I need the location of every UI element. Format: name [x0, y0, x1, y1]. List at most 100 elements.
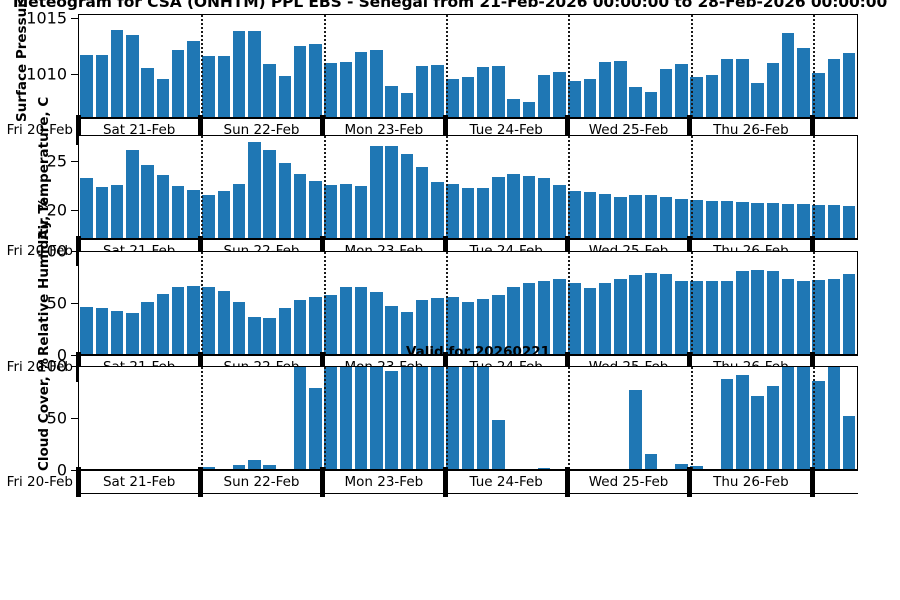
bar [476, 298, 490, 354]
bar [797, 203, 810, 238]
day-separator-line [568, 15, 571, 117]
bar [675, 281, 688, 354]
bar [263, 149, 276, 238]
day-separator-line [201, 136, 204, 238]
x-axis-days-panel1: Sat 21-Feb Sun 22-Feb Mon 23-Feb Tue 24-Feb… [7, 115, 858, 145]
bar [232, 464, 246, 469]
bar [598, 193, 612, 238]
day-separator-line [813, 136, 816, 238]
x-axis-day-label: Sat 21-Feb [75, 467, 200, 497]
bar [339, 367, 353, 469]
bar [629, 274, 642, 354]
day-boundary-marker [564, 115, 570, 145]
bar [827, 279, 841, 354]
bar [110, 185, 124, 238]
bar [248, 316, 261, 354]
bar [278, 308, 292, 354]
bar [431, 367, 444, 469]
y-axis-label-cloud-cover: Cloud Cover, % [36, 358, 52, 471]
day-separator-line [813, 15, 816, 117]
bar [736, 201, 749, 238]
bar [720, 59, 734, 117]
day-separator-line [446, 367, 449, 469]
bar [812, 380, 825, 469]
bar [232, 302, 246, 354]
bar [248, 30, 261, 117]
bar [690, 77, 703, 117]
bar [751, 269, 764, 354]
bar [781, 203, 795, 238]
bar [736, 375, 749, 469]
x-axis-day-label: Sun 22-Feb [197, 115, 322, 145]
day-separator-line [446, 252, 449, 354]
bar [202, 56, 215, 117]
y-tick-label: 1015 [26, 8, 67, 28]
bar [248, 141, 261, 238]
bar [705, 200, 719, 238]
bar [766, 385, 780, 469]
day-separator-line [690, 15, 693, 117]
bar [476, 187, 490, 238]
bar [126, 313, 139, 354]
x-axis-day-label-partial [809, 115, 858, 145]
y-tick-mark [71, 209, 78, 211]
bar [583, 79, 597, 117]
bar [690, 199, 703, 238]
x-axis-day-label: Thu 26-Feb [687, 467, 812, 497]
bar [553, 185, 566, 238]
bar [293, 299, 307, 354]
bar [659, 69, 673, 117]
bar [141, 165, 154, 238]
bar [644, 272, 658, 354]
day-separator-line [323, 252, 326, 354]
bar [522, 101, 536, 117]
bar [370, 291, 383, 354]
bar [293, 367, 307, 469]
bar [827, 59, 841, 117]
bar [400, 153, 414, 238]
day-separator-line [568, 367, 571, 469]
bar [80, 178, 93, 238]
bar [202, 194, 215, 238]
bar [293, 46, 307, 117]
bar [842, 273, 856, 354]
bar [690, 281, 703, 354]
bar [110, 29, 124, 117]
x-axis-first-label-panel3: Fri 20-Feb [6, 359, 73, 375]
day-separator-line [690, 252, 693, 354]
bar [644, 194, 658, 238]
bar [842, 52, 856, 117]
y-tick-mark [71, 355, 78, 356]
day-separator-line [201, 367, 204, 469]
bar [217, 290, 231, 354]
bar [476, 367, 490, 469]
bar [171, 49, 185, 117]
bar [232, 184, 246, 238]
bar [156, 175, 170, 238]
bar [507, 174, 520, 238]
bar [614, 196, 627, 238]
y-tick-label: 1010 [26, 64, 67, 84]
bar [522, 176, 536, 238]
x-axis-day-label: Tue 24-Feb [442, 467, 567, 497]
y-tick-label: 100 [36, 241, 67, 261]
bar [370, 49, 383, 117]
bar [80, 307, 93, 354]
x-axis-day-label-partial [809, 467, 858, 497]
bar [797, 48, 810, 117]
bar [446, 367, 459, 469]
bar [644, 91, 658, 117]
bar [492, 66, 505, 117]
day-separator-line [690, 367, 693, 469]
day-separator-line [446, 136, 449, 238]
x-axis-day-label: Mon 23-Feb [320, 467, 445, 497]
bar [370, 367, 383, 469]
y-tick-label: 50 [46, 293, 67, 313]
bar [446, 184, 459, 238]
bar [431, 182, 444, 238]
day-boundary-marker [687, 115, 693, 145]
bar [431, 297, 444, 354]
x-axis-day-label: Wed 25-Feb [564, 115, 689, 145]
bar [446, 296, 459, 354]
bar [400, 312, 414, 354]
